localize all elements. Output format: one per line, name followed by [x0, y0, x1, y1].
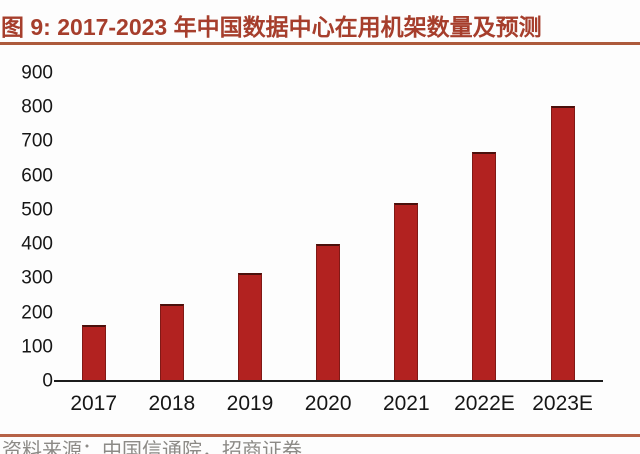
y-axis-tick-label: 400 — [21, 233, 53, 255]
y-axis-tick-label: 600 — [21, 165, 53, 187]
bar-2020 — [316, 244, 341, 381]
y-axis-tick-label: 200 — [21, 302, 53, 324]
y-axis-tick-label: 900 — [21, 62, 53, 84]
x-axis-tick-label: 2022E — [454, 392, 515, 415]
y-axis-tick-label: 300 — [21, 267, 53, 289]
x-axis-tick-label: 2019 — [226, 392, 274, 415]
x-axis-tick-label: 2018 — [148, 392, 196, 415]
chart-title: 图 9: 2017-2023 年中国数据中心在用机架数量及预测 — [1, 14, 542, 40]
x-axis-tick-label: 2021 — [382, 392, 430, 415]
y-axis-tick-label: 100 — [21, 336, 53, 358]
bar-2018 — [159, 304, 184, 381]
bar-2017 — [81, 324, 106, 381]
source-note: 资料来源：中国信通院，招商证券 — [2, 440, 302, 454]
y-axis-tick-label: 800 — [21, 96, 53, 118]
y-axis-tick-label: 700 — [21, 130, 53, 152]
bar-2023E — [550, 105, 575, 381]
x-axis-tick-label: 2023E — [532, 392, 593, 415]
bar-2022E — [472, 151, 497, 381]
x-axis-line — [54, 380, 603, 382]
x-axis-tick-label: 2020 — [304, 392, 352, 415]
bar-2019 — [238, 273, 262, 381]
x-axis-tick-label: 2017 — [70, 392, 118, 415]
title-underline — [0, 42, 640, 45]
bottom-separator-line — [0, 434, 640, 437]
y-axis-tick-label: 0 — [42, 370, 53, 392]
y-axis-tick-label: 500 — [21, 199, 53, 221]
bar-2021 — [394, 203, 419, 381]
